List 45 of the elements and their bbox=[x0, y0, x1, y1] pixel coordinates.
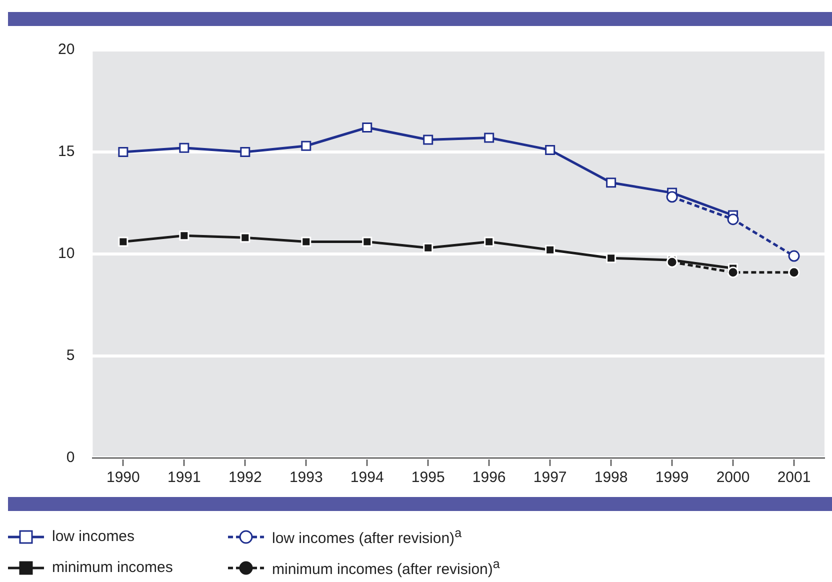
point bbox=[788, 266, 800, 278]
x-tick-label: 1998 bbox=[594, 469, 628, 486]
x-tick-label: 1996 bbox=[472, 469, 506, 486]
legend-label: minimum incomes bbox=[52, 559, 173, 576]
point bbox=[545, 144, 556, 155]
x-tick-label: 1993 bbox=[289, 469, 323, 486]
point bbox=[301, 236, 312, 247]
point bbox=[545, 244, 556, 255]
point bbox=[484, 132, 494, 143]
legend-label: low incomes (after revision)$^{a}$ bbox=[272, 526, 462, 547]
x-tick-label: 1999 bbox=[655, 469, 689, 486]
point bbox=[666, 191, 678, 203]
x-tick-label: 1991 bbox=[167, 469, 201, 486]
point bbox=[179, 230, 190, 241]
point bbox=[606, 253, 616, 264]
point bbox=[484, 236, 494, 247]
point bbox=[423, 242, 434, 253]
legend-label: minimum incomes (after revision)$^{a}$ bbox=[272, 557, 500, 578]
y-tick-label: 0 bbox=[66, 449, 75, 466]
point bbox=[118, 147, 128, 157]
point bbox=[727, 214, 739, 226]
point bbox=[666, 256, 678, 268]
point bbox=[240, 232, 250, 243]
point bbox=[240, 147, 250, 157]
y-tick-label: 15 bbox=[58, 143, 75, 160]
x-tick-label: 1994 bbox=[350, 469, 384, 486]
y-tick-label: 5 bbox=[66, 347, 75, 364]
point bbox=[362, 122, 372, 133]
point bbox=[118, 236, 128, 247]
x-tick-label: 1990 bbox=[106, 469, 140, 486]
y-tick-label: 10 bbox=[58, 245, 75, 262]
point bbox=[727, 266, 739, 278]
point bbox=[179, 142, 190, 153]
point bbox=[301, 140, 312, 151]
legend-label: low incomes bbox=[52, 528, 135, 545]
point bbox=[362, 236, 372, 247]
point bbox=[423, 134, 434, 145]
x-tick-label: 1997 bbox=[533, 469, 567, 486]
point bbox=[606, 178, 616, 188]
x-tick-label: 1992 bbox=[228, 469, 262, 486]
x-tick-label: 2000 bbox=[716, 469, 750, 486]
y-tick-label: 20 bbox=[58, 41, 75, 58]
x-tick-label: 1995 bbox=[411, 469, 445, 486]
point bbox=[788, 250, 800, 262]
x-tick-label: 2001 bbox=[777, 469, 811, 486]
